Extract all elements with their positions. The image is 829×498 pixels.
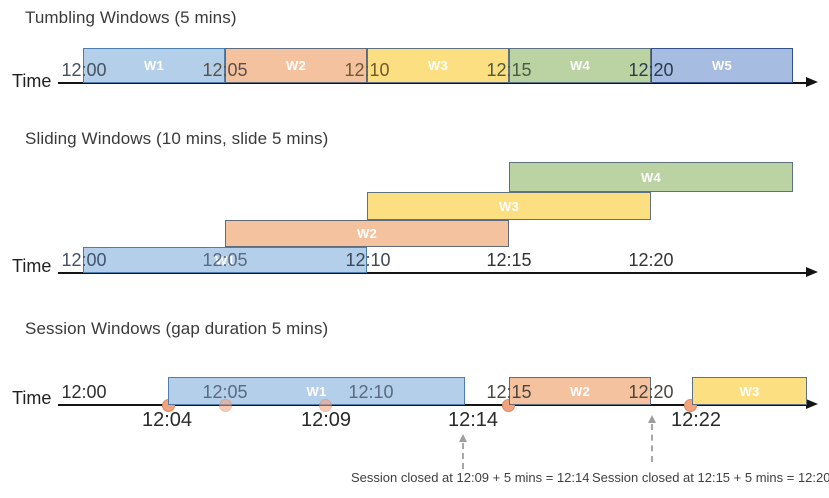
window-box-w2: W2 <box>225 48 367 83</box>
axis-arrowhead-icon <box>806 399 818 409</box>
window-label: W3 <box>739 383 760 399</box>
event-time-label: 12:09 <box>300 409 352 431</box>
window-box-w2: W2 <box>225 220 509 247</box>
window-label: W4 <box>569 58 591 73</box>
window-box-w3: W3 <box>367 192 651 220</box>
axis-tick-label: 12:15 <box>486 382 532 402</box>
window-label: W1 <box>306 383 327 399</box>
axis-arrowhead-icon <box>806 77 818 87</box>
event-time-label: 12:14 <box>447 409 499 431</box>
window-box-w4: W4 <box>509 48 651 83</box>
window-label: W4 <box>640 169 662 185</box>
window-box-w1: W1 <box>168 377 465 405</box>
axis-tick-label: 12:05 <box>202 60 248 80</box>
window-label: W2 <box>356 226 378 241</box>
window-label: W3 <box>427 58 449 73</box>
time-axis-line <box>58 272 806 274</box>
session-close-arrow-icon <box>647 415 656 423</box>
axis-tick-label: 12:05 <box>202 382 248 402</box>
time-axis-label: Time <box>12 388 52 408</box>
axis-tick-label: 12:00 <box>61 382 107 402</box>
event-dot-icon <box>318 398 332 412</box>
window-label: W1 <box>143 58 165 73</box>
window-box-w3: W3 <box>367 48 509 83</box>
axis-tick-label: 12:20 <box>628 382 674 402</box>
axis-tick-label: 12:10 <box>348 382 394 402</box>
axis-tick-label: 12:00 <box>61 60 107 80</box>
session-close-caption: Session closed at 12:15 + 5 mins = 12:20 <box>592 470 829 485</box>
session-close-arrow-stem <box>651 424 653 462</box>
axis-tick-label: 12:10 <box>344 60 390 80</box>
window-box-w1: W1 <box>83 48 225 83</box>
session-section-title: Session Windows (gap duration 5 mins) <box>25 319 329 338</box>
session-close-arrow-icon <box>458 434 467 442</box>
window-label: W3 <box>498 198 520 214</box>
window-box-w1: W1 <box>83 247 367 273</box>
window-label: W5 <box>711 58 733 73</box>
window-box-w2: W2 <box>509 377 651 405</box>
window-box-w4: W4 <box>509 162 793 192</box>
event-time-label: 12:04 <box>141 409 193 431</box>
window-box-w5: W5 <box>651 48 793 83</box>
time-axis-line <box>58 82 806 84</box>
time-axis-line <box>58 404 806 406</box>
axis-arrowhead-icon <box>806 267 818 277</box>
axis-tick-label: 12:20 <box>628 250 674 270</box>
axis-tick-label: 12:05 <box>202 250 248 270</box>
time-axis-label: Time <box>12 71 52 91</box>
sliding-section-title: Sliding Windows (10 mins, slide 5 mins) <box>25 129 329 148</box>
session-close-arrow-stem <box>462 443 464 469</box>
window-label: W2 <box>285 58 307 73</box>
axis-tick-label: 12:10 <box>345 250 391 270</box>
axis-tick-label: 12:00 <box>61 250 107 270</box>
axis-tick-label: 12:20 <box>628 60 674 80</box>
window-label: W2 <box>569 383 591 399</box>
time-axis-label: Time <box>12 256 52 276</box>
window-label: W1 <box>214 252 236 268</box>
tumbling-section-title: Tumbling Windows (5 mins) <box>25 8 237 27</box>
axis-tick-label: 12:15 <box>486 60 532 80</box>
session-close-caption: Session closed at 12:09 + 5 mins = 12:14 <box>351 470 590 485</box>
axis-tick-label: 12:15 <box>486 250 532 270</box>
event-time-label: 12:22 <box>670 409 722 431</box>
event-dot-icon <box>218 398 232 412</box>
window-box-w3: W3 <box>692 377 807 405</box>
